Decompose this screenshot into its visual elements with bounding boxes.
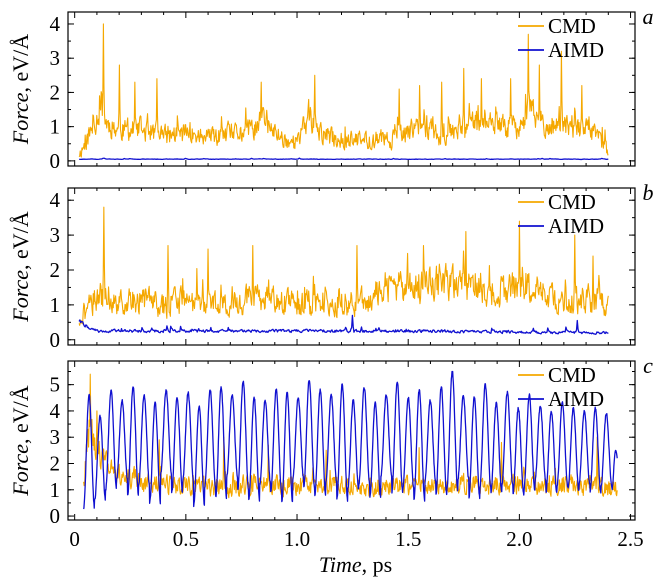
y-axis-label: Force, eV/Å — [8, 211, 33, 322]
y-axis-label-quantity: Force — [8, 444, 33, 497]
y-axis-label-quantity: Force — [8, 270, 33, 323]
series-line-aimd — [78, 314, 609, 335]
y-tick-label: 1 — [50, 478, 61, 502]
legend-label-cmd: CMD — [548, 190, 596, 214]
x-tick-label: 1.0 — [284, 527, 310, 551]
plot-area — [82, 370, 618, 510]
series-line-cmd — [78, 206, 609, 326]
x-axis-label-unit: , ps — [362, 552, 393, 577]
y-axis-label: Force, eV/Å — [8, 34, 33, 145]
x-tick-label: 0.5 — [173, 527, 199, 551]
series-line-cmd — [78, 23, 609, 158]
series-line-aimd — [79, 157, 609, 161]
y-tick-label: 1 — [50, 293, 61, 317]
plot-frame — [67, 187, 636, 346]
y-axis-label-unit: , eV/Å — [8, 385, 33, 444]
y-tick-label: 4 — [50, 12, 61, 36]
y-tick-label: 3 — [50, 46, 61, 70]
x-tick-label: 1.5 — [395, 527, 421, 551]
x-axis-label-quantity: Time — [319, 552, 362, 577]
y-axis-label-unit: , eV/Å — [8, 34, 33, 93]
y-tick-label: 1 — [50, 115, 61, 139]
y-tick-label: 3 — [50, 223, 61, 247]
x-tick-label: 0 — [69, 527, 80, 551]
y-tick-label: 2 — [50, 80, 61, 104]
series-line-aimd — [82, 370, 618, 510]
x-tick-label: 2.0 — [506, 527, 532, 551]
y-tick-label: 5 — [50, 373, 61, 397]
y-tick-label: 0 — [50, 504, 61, 528]
panel-label: a — [643, 4, 654, 29]
plot-area — [78, 206, 609, 335]
plot-frame — [67, 360, 636, 521]
y-tick-label: 4 — [50, 399, 61, 423]
y-tick-label: 4 — [50, 188, 61, 212]
y-tick-label: 3 — [50, 425, 61, 449]
x-axis-label: Time, ps — [319, 552, 392, 577]
y-tick-label: 2 — [50, 258, 61, 282]
y-tick-label: 2 — [50, 451, 61, 475]
legend-label-aimd: AIMD — [548, 387, 604, 411]
y-tick-label: 0 — [50, 149, 61, 173]
panel-label: c — [643, 353, 653, 378]
legend-label-aimd: AIMD — [548, 38, 604, 62]
y-axis-label-unit: , eV/Å — [8, 211, 33, 270]
legend-label-cmd: CMD — [548, 363, 596, 387]
x-tick-label: 2.5 — [617, 527, 643, 551]
y-axis-label: Force, eV/Å — [8, 385, 33, 496]
legend-label-cmd: CMD — [548, 14, 596, 38]
panel-label: b — [643, 180, 654, 205]
legend-label-aimd: AIMD — [548, 214, 604, 238]
plot-frame — [67, 11, 636, 167]
plot-area — [78, 23, 609, 161]
y-axis-label-quantity: Force — [8, 92, 33, 145]
y-tick-label: 0 — [50, 328, 61, 352]
